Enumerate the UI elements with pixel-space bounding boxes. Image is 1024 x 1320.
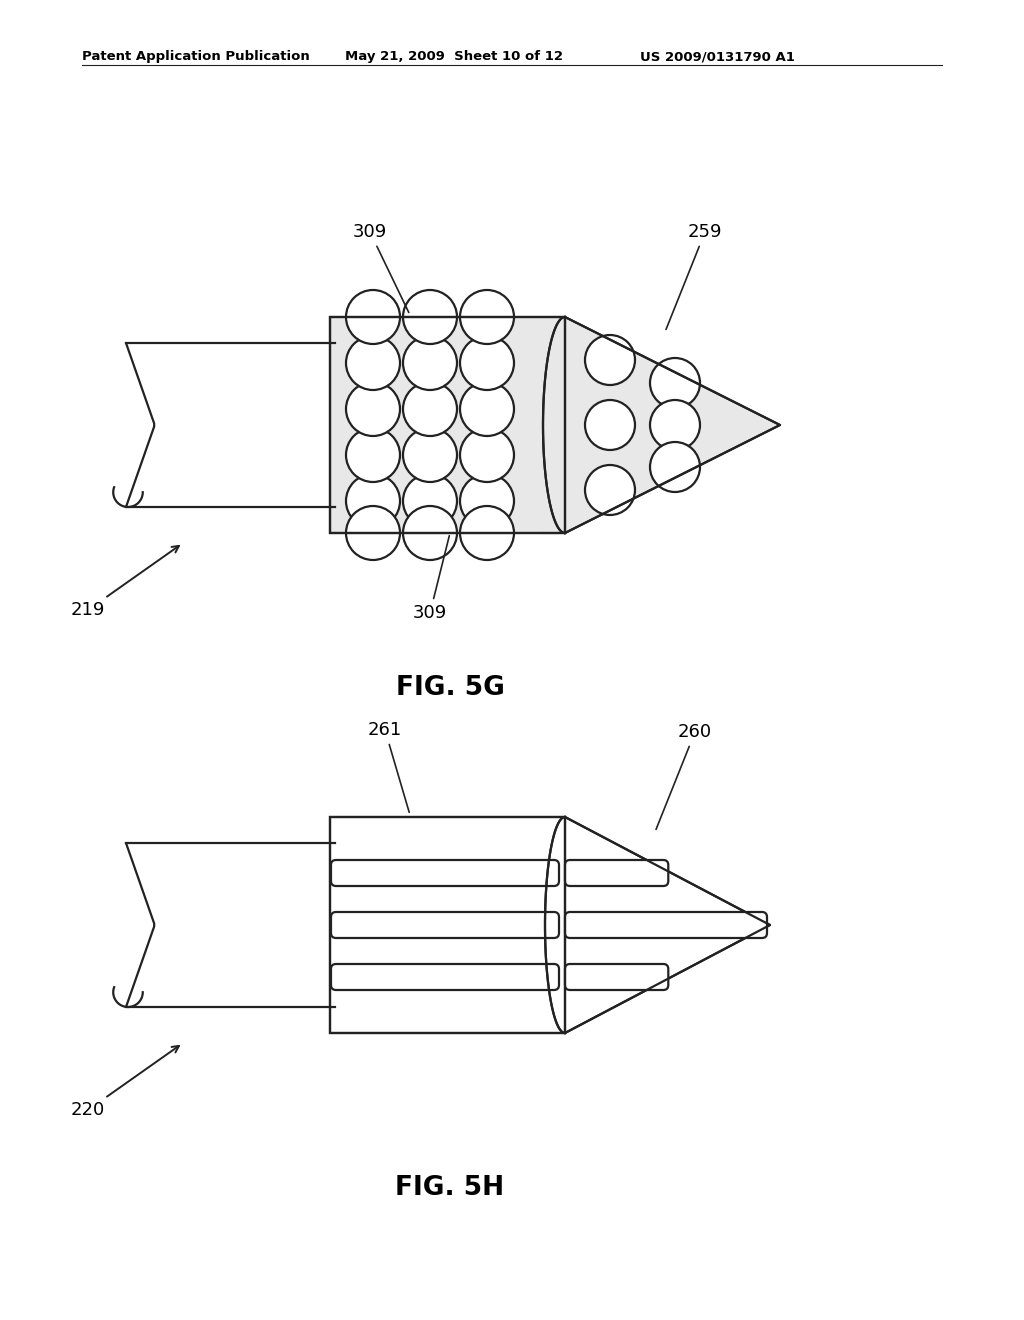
Circle shape [650,358,700,408]
Circle shape [346,381,400,436]
Circle shape [346,337,400,389]
Circle shape [460,337,514,389]
Circle shape [346,474,400,528]
Text: 220: 220 [71,1045,179,1119]
Bar [330,817,565,1034]
Circle shape [403,337,457,389]
Circle shape [460,474,514,528]
Circle shape [460,428,514,482]
Text: Patent Application Publication: Patent Application Publication [82,50,309,63]
FancyBboxPatch shape [331,912,559,939]
Bar [330,317,565,533]
Text: 309: 309 [353,223,409,313]
Circle shape [403,506,457,560]
Polygon shape [114,487,142,507]
FancyBboxPatch shape [565,964,669,990]
Text: 219: 219 [71,546,179,619]
Circle shape [403,381,457,436]
Text: 260: 260 [656,723,712,829]
Circle shape [346,290,400,345]
Bar [118,343,335,507]
Circle shape [460,506,514,560]
Text: May 21, 2009  Sheet 10 of 12: May 21, 2009 Sheet 10 of 12 [345,50,563,63]
Circle shape [585,400,635,450]
FancyBboxPatch shape [331,964,559,990]
Circle shape [650,400,700,450]
Bar [118,843,335,1007]
Text: FIG. 5G: FIG. 5G [395,675,505,701]
Circle shape [346,428,400,482]
Circle shape [460,290,514,345]
Circle shape [346,506,400,560]
Polygon shape [114,987,142,1007]
Text: 259: 259 [666,223,722,330]
Circle shape [403,428,457,482]
Circle shape [650,442,700,492]
FancyBboxPatch shape [565,861,669,886]
Circle shape [403,474,457,528]
Polygon shape [565,817,770,1034]
Text: 309: 309 [413,536,450,622]
Circle shape [585,335,635,385]
Bar [330,317,565,533]
Bar [330,817,565,1034]
Text: 261: 261 [368,721,410,812]
FancyBboxPatch shape [331,861,559,886]
Text: US 2009/0131790 A1: US 2009/0131790 A1 [640,50,795,63]
Circle shape [585,465,635,515]
Polygon shape [565,317,780,533]
Bar [330,817,565,1034]
Circle shape [460,381,514,436]
Bar [330,317,565,533]
Circle shape [403,290,457,345]
Text: FIG. 5H: FIG. 5H [395,1175,505,1201]
FancyBboxPatch shape [565,912,767,939]
